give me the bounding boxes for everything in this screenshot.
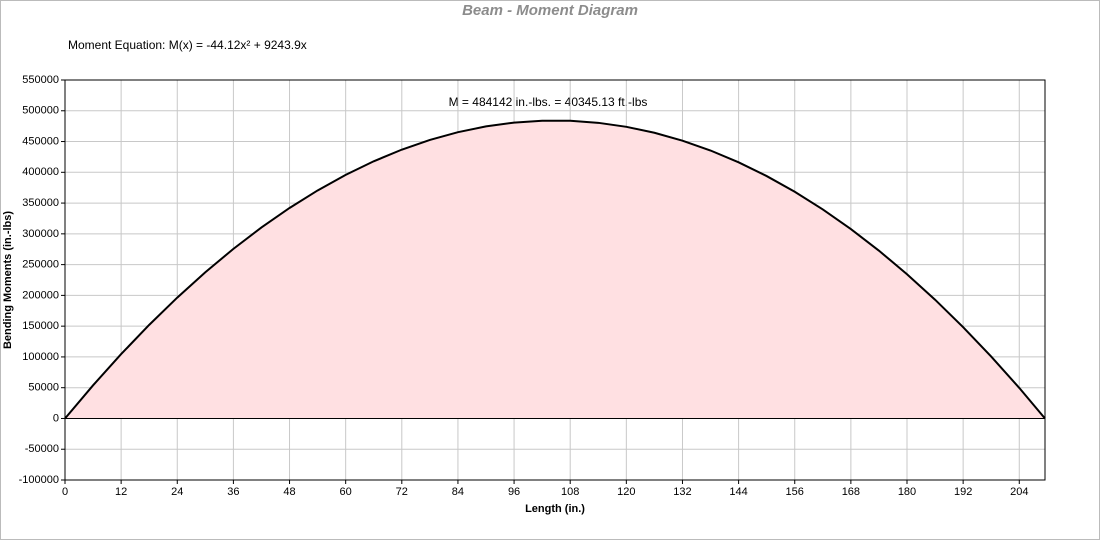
- x-tick-label: 72: [396, 486, 408, 498]
- y-tick-label: 50000: [28, 382, 59, 394]
- y-tick-label: 150000: [22, 320, 59, 332]
- y-tick-label: 0: [53, 412, 59, 424]
- moment-area: [64, 119, 1046, 420]
- x-tick-label: 96: [508, 486, 520, 498]
- y-tick-label: 550000: [22, 74, 59, 86]
- x-tick-label: 36: [227, 486, 239, 498]
- chart-title: Beam - Moment Diagram: [462, 2, 638, 19]
- y-tick-label: 200000: [22, 289, 59, 301]
- x-tick-label: 12: [115, 486, 127, 498]
- y-axis-label: Bending Moments (in.-lbs): [2, 211, 14, 349]
- y-tick-label: 400000: [22, 166, 59, 178]
- x-axis-label: Length (in.): [525, 503, 585, 515]
- y-tick-label: -50000: [25, 443, 59, 455]
- x-tick-label: 180: [898, 486, 916, 498]
- x-tick-label: 192: [954, 486, 972, 498]
- y-tick-label: 300000: [22, 228, 59, 240]
- x-tick-label: 84: [452, 486, 464, 498]
- y-tick-label: -100000: [19, 474, 59, 486]
- x-tick-label: 120: [617, 486, 635, 498]
- x-tick-label: 108: [561, 486, 579, 498]
- plot-frame: [64, 79, 1046, 481]
- y-tick-label: 250000: [22, 259, 59, 271]
- y-tick-label: 450000: [22, 135, 59, 147]
- x-tick-label: 156: [786, 486, 804, 498]
- annotation: M = 484142 in.-lbs. = 40345.13 ft.-lbs: [449, 95, 648, 109]
- y-tick-label: 350000: [22, 197, 59, 209]
- x-tick-label: 168: [842, 486, 860, 498]
- equation: Moment Equation: M(x) = -44.12x² + 9243.…: [68, 38, 307, 52]
- y-tick-label: 100000: [22, 351, 59, 363]
- x-tick-label: 60: [340, 486, 352, 498]
- x-tick-label: 204: [1010, 486, 1028, 498]
- x-tick-label: 144: [729, 486, 747, 498]
- x-tick-label: 132: [673, 486, 691, 498]
- x-tick-label: 24: [171, 486, 183, 498]
- y-tick-label: 500000: [22, 105, 59, 117]
- x-tick-label: 0: [62, 486, 68, 498]
- x-tick-label: 48: [283, 486, 295, 498]
